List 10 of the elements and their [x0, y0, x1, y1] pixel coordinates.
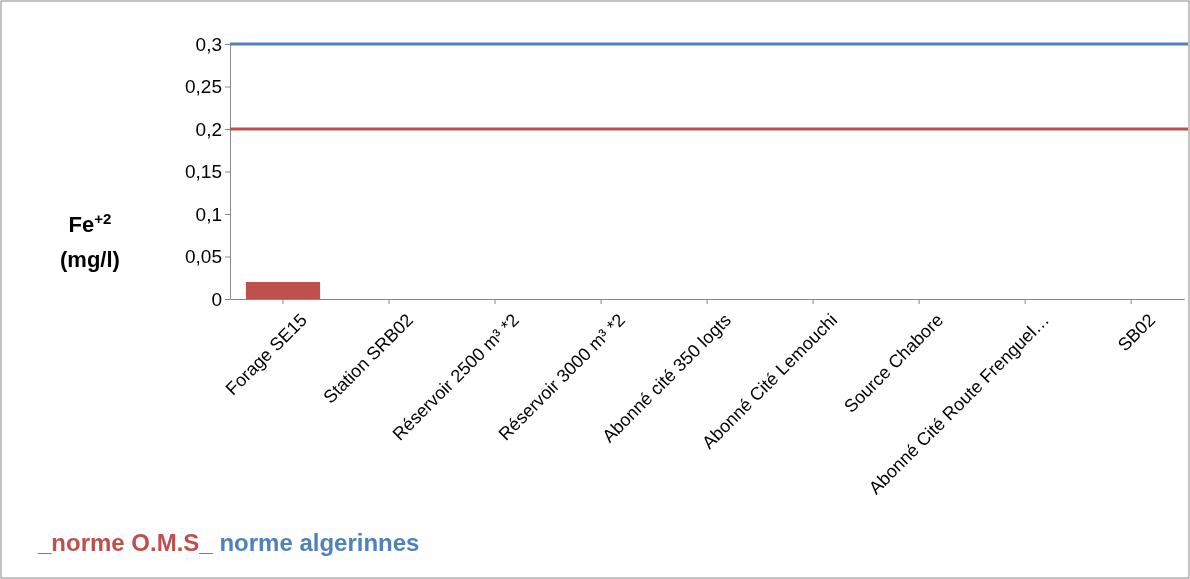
y-tick-label: 0,15	[185, 161, 222, 183]
y-tick-label: 0,2	[195, 118, 222, 140]
y-tick-label: 0	[211, 288, 222, 310]
ref-line-label: _norme O.M.S_	[37, 529, 214, 556]
y-tick-label: 0,3	[195, 33, 222, 55]
y-tick-label: 0,25	[185, 76, 222, 98]
y-tick-label: 0,05	[185, 246, 222, 268]
text: Fe$^{+2}$ (mg/l)	[60, 209, 120, 272]
ref-line-label: norme algerinnes	[212, 529, 420, 556]
y-tick-label: 0,1	[195, 203, 222, 225]
